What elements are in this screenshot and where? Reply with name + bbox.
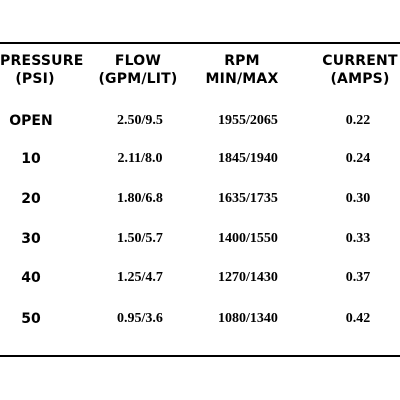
column-header-rpm: RPM MIN/MAX: [200, 52, 284, 88]
flow-cell: 2.11/8.0: [117, 151, 163, 166]
column-header-flow-line1: FLOW: [114, 53, 162, 69]
column-header-pressure-line2: (PSI): [15, 71, 55, 87]
rpm-cell: 1080/1340: [218, 311, 278, 326]
flow-cell: 1.25/4.7: [117, 270, 163, 285]
table-row: 40 1.25/4.7 1270/1430 0.37: [0, 268, 400, 288]
current-cell: 0.22: [345, 113, 371, 128]
current-cell: 0.24: [345, 151, 371, 166]
column-header-pressure-line1: PRESSURE: [0, 53, 84, 69]
rpm-cell: 1955/2065: [218, 113, 278, 128]
table-top-rule: [0, 42, 400, 44]
current-cell: 0.30: [345, 191, 371, 206]
column-header-current-line1: CURRENT: [322, 53, 398, 69]
table-row: 50 0.95/3.6 1080/1340 0.42: [0, 309, 400, 329]
column-header-flow-line2: (GPM/LIT): [98, 71, 178, 87]
column-header-current: CURRENT (AMPS): [320, 52, 400, 88]
flow-cell: 2.50/9.5: [117, 113, 163, 128]
pressure-cell: OPEN: [9, 113, 53, 129]
current-cell: 0.33: [345, 231, 371, 246]
column-header-flow: FLOW (GPM/LIT): [92, 52, 184, 88]
rpm-cell: 1270/1430: [218, 270, 278, 285]
current-cell: 0.42: [345, 311, 371, 326]
column-header-current-line2: (AMPS): [330, 71, 390, 87]
rpm-cell: 1845/1940: [218, 151, 278, 166]
column-header-rpm-line1: RPM: [224, 53, 260, 69]
rpm-cell: 1635/1735: [218, 191, 278, 206]
table-row: 10 2.11/8.0 1845/1940 0.24: [0, 149, 400, 169]
column-header-rpm-line2: MIN/MAX: [205, 71, 279, 87]
pressure-cell: 10: [21, 151, 41, 167]
flow-cell: 1.80/6.8: [117, 191, 163, 206]
pressure-cell: 50: [21, 311, 41, 327]
flow-cell: 1.50/5.7: [117, 231, 163, 246]
table-row: 20 1.80/6.8 1635/1735 0.30: [0, 189, 400, 209]
table-bottom-rule: [0, 355, 400, 357]
rpm-cell: 1400/1550: [218, 231, 278, 246]
pressure-cell: 20: [21, 191, 41, 207]
column-header-pressure: PRESSURE (PSI): [0, 52, 84, 88]
table-row: OPEN 2.50/9.5 1955/2065 0.22: [0, 111, 400, 131]
flow-cell: 0.95/3.6: [117, 311, 163, 326]
pressure-cell: 40: [21, 270, 41, 286]
current-cell: 0.37: [345, 270, 371, 285]
pressure-cell: 30: [21, 231, 41, 247]
table-row: 30 1.50/5.7 1400/1550 0.33: [0, 229, 400, 249]
